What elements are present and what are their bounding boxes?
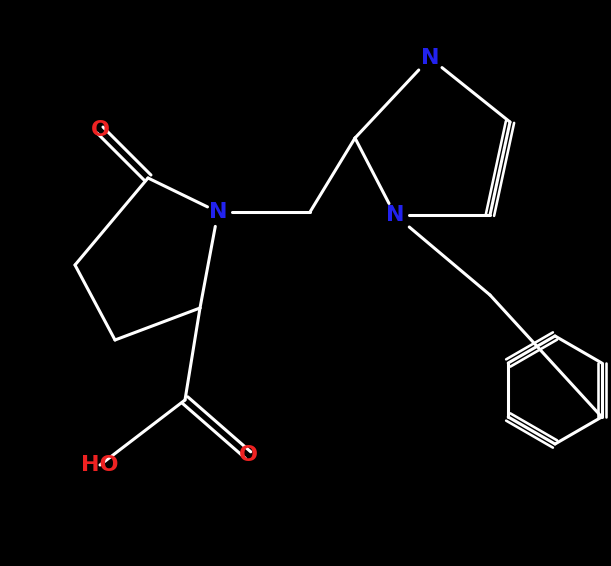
Text: HO: HO (81, 455, 119, 475)
Text: N: N (421, 48, 439, 68)
Text: O: O (238, 445, 257, 465)
Text: N: N (209, 202, 227, 222)
Text: O: O (90, 120, 109, 140)
Text: N: N (386, 205, 404, 225)
